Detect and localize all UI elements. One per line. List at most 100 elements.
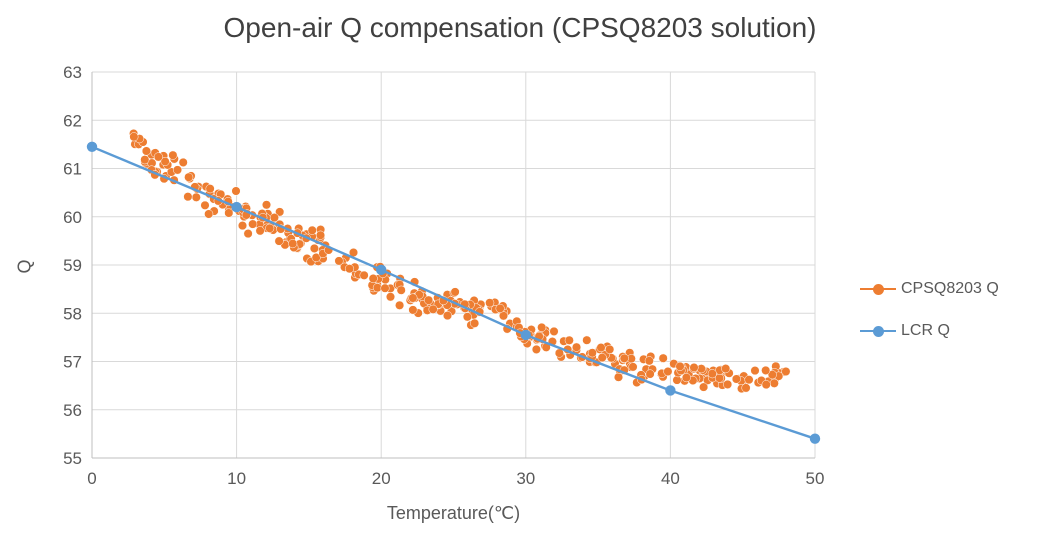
x-axis-title: Temperature(℃) bbox=[386, 503, 521, 523]
scatter-point bbox=[741, 383, 751, 393]
y-tick-label: 55 bbox=[63, 449, 82, 468]
scatter-point bbox=[380, 283, 390, 293]
scatter-point bbox=[587, 348, 597, 358]
scatter-point bbox=[613, 372, 624, 382]
scatter-point bbox=[470, 318, 480, 328]
legend-marker-blue-icon bbox=[860, 325, 896, 337]
scatter-point bbox=[707, 369, 717, 379]
scatter-point bbox=[275, 207, 285, 217]
scatter-point bbox=[428, 304, 438, 314]
scatter-point bbox=[184, 172, 194, 182]
scatter-point bbox=[723, 379, 733, 389]
scatter-point bbox=[307, 225, 317, 235]
scatter-point bbox=[269, 213, 279, 223]
scatter-point bbox=[178, 157, 188, 167]
scatter-point bbox=[372, 283, 382, 293]
series-cpsq8203 bbox=[129, 128, 791, 394]
line-marker bbox=[86, 141, 98, 152]
scatter-point bbox=[168, 150, 178, 160]
scatter-point bbox=[761, 380, 771, 390]
legend-marker-orange-icon bbox=[860, 283, 896, 295]
scatter-point bbox=[582, 335, 592, 345]
x-tick-label: 30 bbox=[516, 469, 535, 488]
gridlines bbox=[92, 71, 816, 459]
y-tick-label: 63 bbox=[63, 63, 82, 82]
scatter-point bbox=[255, 226, 265, 236]
scatter-point bbox=[498, 311, 509, 321]
x-tick-label: 40 bbox=[661, 469, 680, 488]
scatter-point bbox=[274, 236, 284, 246]
scatter-point bbox=[141, 146, 151, 156]
scatter-point bbox=[663, 366, 673, 377]
scatter-point bbox=[537, 322, 547, 332]
y-axis-title: Q bbox=[14, 259, 35, 274]
scatter-point bbox=[424, 295, 434, 305]
line-path bbox=[91, 145, 816, 440]
scatter-point bbox=[462, 312, 472, 322]
y-tick-label: 57 bbox=[63, 353, 82, 372]
scatter-point bbox=[288, 239, 298, 249]
scatter-point bbox=[344, 264, 355, 274]
scatter-point bbox=[261, 200, 272, 210]
scatter-point bbox=[224, 208, 234, 218]
scatter-point bbox=[191, 192, 201, 202]
scatter-point bbox=[495, 303, 505, 313]
scatter-point bbox=[334, 256, 344, 266]
y-tick-label: 58 bbox=[63, 304, 82, 323]
scatter-point bbox=[571, 342, 582, 352]
scatter-point bbox=[204, 209, 214, 219]
scatter-point bbox=[140, 155, 150, 165]
scatter-point bbox=[183, 192, 193, 202]
y-tick-label: 62 bbox=[63, 111, 82, 130]
y-tick-label: 56 bbox=[63, 401, 82, 420]
line-marker bbox=[520, 329, 531, 341]
y-tick-label: 59 bbox=[63, 256, 82, 275]
scatter-point bbox=[699, 382, 709, 392]
series-lcr bbox=[86, 141, 821, 444]
scatter-point bbox=[265, 223, 275, 233]
scatter-point bbox=[731, 374, 741, 384]
scatter-point bbox=[531, 344, 541, 354]
tick-labels: 55 56 57 58 59 60 61 62 63 0 10 20 30 40 50 bbox=[63, 63, 824, 488]
scatter-point bbox=[396, 285, 406, 295]
scatter-point bbox=[153, 152, 163, 162]
scatter-point bbox=[450, 287, 460, 297]
y-tick-label: 60 bbox=[63, 208, 82, 227]
scatter-point bbox=[644, 356, 654, 366]
scatter-point bbox=[368, 273, 378, 284]
x-tick-label: 0 bbox=[87, 469, 96, 488]
scatter-point bbox=[205, 184, 215, 194]
scatter-point bbox=[628, 362, 638, 372]
scatter-point bbox=[311, 252, 321, 263]
scatter-point bbox=[359, 270, 369, 280]
scatter-point bbox=[744, 375, 754, 385]
scatter-point bbox=[243, 229, 253, 239]
line-marker bbox=[376, 264, 387, 276]
scatter-point bbox=[309, 243, 319, 253]
scatter-point bbox=[769, 378, 779, 388]
scatter-point bbox=[231, 186, 241, 196]
scatter-point bbox=[395, 300, 405, 310]
scatter-point bbox=[681, 373, 691, 383]
scatter-point bbox=[200, 200, 210, 210]
scatter-point bbox=[689, 362, 699, 373]
scatter-point bbox=[645, 369, 655, 379]
scatter-point bbox=[767, 370, 777, 380]
legend-label: CPSQ8203 Q bbox=[901, 280, 999, 297]
legend-item-cpsq8203[interactable]: CPSQ8203 Q bbox=[860, 280, 999, 298]
scatter-point bbox=[549, 326, 559, 336]
line-marker bbox=[809, 433, 821, 444]
scatter-point bbox=[675, 361, 685, 371]
legend: CPSQ8203 Q LCR Q bbox=[860, 280, 999, 340]
legend-item-lcr[interactable]: LCR Q bbox=[860, 322, 999, 340]
x-tick-label: 50 bbox=[806, 469, 825, 488]
scatter-point bbox=[761, 365, 771, 375]
x-tick-label: 10 bbox=[227, 469, 246, 488]
scatter-point bbox=[237, 221, 248, 231]
y-tick-label: 61 bbox=[63, 160, 82, 179]
scatter-point bbox=[564, 335, 574, 345]
scatter-point bbox=[658, 353, 668, 363]
scatter-point bbox=[315, 230, 326, 240]
scatter-point bbox=[408, 305, 418, 315]
